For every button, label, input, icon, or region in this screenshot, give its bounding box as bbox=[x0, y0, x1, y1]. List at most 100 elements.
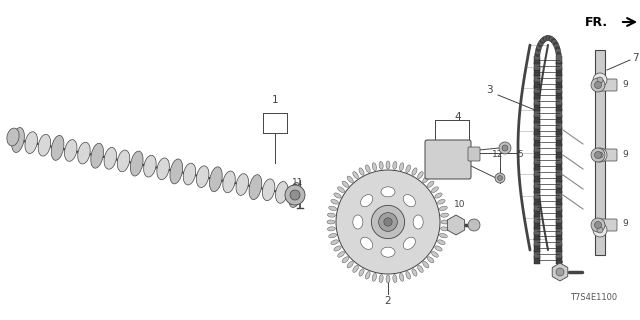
Bar bbox=[556, 191, 562, 199]
Circle shape bbox=[591, 218, 605, 232]
Ellipse shape bbox=[353, 265, 358, 272]
Ellipse shape bbox=[331, 199, 339, 204]
Bar bbox=[556, 256, 562, 264]
Circle shape bbox=[379, 212, 397, 231]
Ellipse shape bbox=[353, 172, 358, 179]
Text: FR.: FR. bbox=[585, 15, 608, 28]
Ellipse shape bbox=[25, 132, 38, 154]
Bar bbox=[556, 244, 562, 252]
Bar bbox=[534, 221, 540, 229]
Bar bbox=[556, 56, 562, 64]
Ellipse shape bbox=[412, 269, 417, 276]
Ellipse shape bbox=[117, 150, 130, 172]
Ellipse shape bbox=[393, 275, 397, 283]
Bar bbox=[556, 91, 562, 99]
Bar bbox=[534, 185, 540, 193]
Bar bbox=[534, 162, 540, 170]
Ellipse shape bbox=[131, 151, 143, 176]
Bar bbox=[534, 168, 540, 176]
Circle shape bbox=[502, 145, 508, 151]
Ellipse shape bbox=[379, 161, 383, 169]
Bar bbox=[534, 244, 540, 252]
Bar bbox=[534, 138, 540, 146]
Circle shape bbox=[384, 218, 392, 226]
Bar bbox=[556, 162, 562, 170]
Bar bbox=[556, 103, 562, 111]
Bar bbox=[556, 144, 562, 152]
Ellipse shape bbox=[209, 167, 222, 192]
Ellipse shape bbox=[196, 166, 209, 188]
Bar bbox=[556, 197, 562, 205]
Ellipse shape bbox=[7, 128, 19, 146]
Ellipse shape bbox=[423, 261, 429, 268]
Ellipse shape bbox=[338, 187, 344, 192]
Ellipse shape bbox=[170, 159, 182, 184]
Ellipse shape bbox=[183, 163, 196, 185]
Bar bbox=[556, 227, 562, 235]
Ellipse shape bbox=[381, 187, 395, 197]
FancyBboxPatch shape bbox=[597, 219, 617, 231]
Bar bbox=[534, 103, 540, 111]
Ellipse shape bbox=[406, 165, 410, 172]
Bar bbox=[534, 227, 540, 235]
Ellipse shape bbox=[403, 195, 415, 207]
Ellipse shape bbox=[417, 265, 423, 272]
Ellipse shape bbox=[435, 193, 442, 198]
Bar bbox=[534, 150, 540, 158]
Circle shape bbox=[290, 190, 300, 200]
Ellipse shape bbox=[334, 193, 341, 198]
Bar bbox=[556, 174, 562, 182]
Ellipse shape bbox=[372, 163, 376, 171]
Ellipse shape bbox=[406, 271, 410, 279]
Text: 6: 6 bbox=[467, 148, 474, 158]
Text: 8: 8 bbox=[557, 260, 563, 270]
Circle shape bbox=[593, 223, 607, 237]
Ellipse shape bbox=[157, 158, 170, 180]
Bar bbox=[556, 97, 562, 105]
Circle shape bbox=[597, 152, 603, 158]
Ellipse shape bbox=[386, 275, 390, 283]
Ellipse shape bbox=[12, 128, 24, 152]
Circle shape bbox=[597, 77, 603, 83]
Circle shape bbox=[595, 221, 602, 228]
Bar bbox=[556, 68, 562, 76]
Bar bbox=[556, 121, 562, 129]
Bar bbox=[534, 174, 540, 182]
Text: 7: 7 bbox=[632, 53, 639, 63]
Bar bbox=[534, 197, 540, 205]
Text: 9: 9 bbox=[622, 220, 628, 228]
Ellipse shape bbox=[365, 165, 370, 172]
Ellipse shape bbox=[328, 227, 335, 231]
Bar bbox=[534, 121, 540, 129]
Bar bbox=[556, 232, 562, 240]
Ellipse shape bbox=[431, 252, 438, 257]
Bar bbox=[534, 68, 540, 76]
Ellipse shape bbox=[338, 252, 344, 257]
Bar bbox=[556, 238, 562, 246]
Ellipse shape bbox=[423, 176, 429, 183]
Ellipse shape bbox=[329, 234, 337, 238]
Bar bbox=[534, 250, 540, 258]
Bar bbox=[556, 203, 562, 211]
Ellipse shape bbox=[327, 220, 335, 224]
Ellipse shape bbox=[347, 176, 353, 183]
Bar bbox=[534, 109, 540, 117]
Bar bbox=[534, 115, 540, 123]
Bar bbox=[534, 156, 540, 164]
Bar bbox=[556, 109, 562, 117]
Bar bbox=[556, 209, 562, 217]
Circle shape bbox=[591, 148, 605, 162]
Ellipse shape bbox=[91, 143, 104, 168]
Ellipse shape bbox=[360, 237, 372, 249]
Ellipse shape bbox=[276, 181, 288, 203]
Circle shape bbox=[371, 205, 404, 239]
Bar bbox=[556, 62, 562, 70]
Bar bbox=[534, 232, 540, 240]
Text: 2: 2 bbox=[385, 296, 391, 306]
Ellipse shape bbox=[365, 271, 370, 279]
Bar bbox=[534, 180, 540, 188]
Circle shape bbox=[495, 173, 505, 183]
Bar bbox=[556, 185, 562, 193]
Circle shape bbox=[499, 142, 511, 154]
Circle shape bbox=[591, 78, 605, 92]
